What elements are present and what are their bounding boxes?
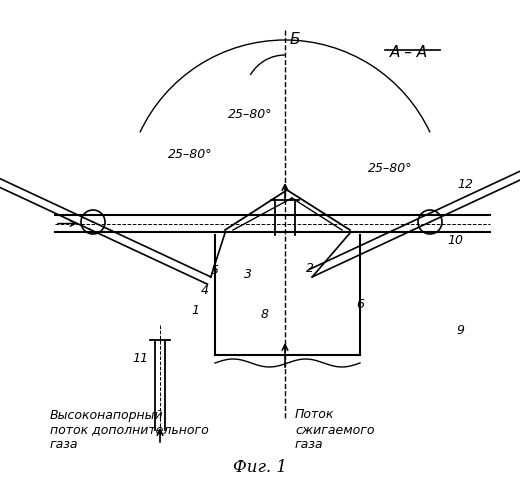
Text: 6: 6 (356, 298, 364, 312)
Text: Фиг. 1: Фиг. 1 (233, 460, 287, 476)
Text: 1: 1 (191, 304, 199, 316)
Text: 25–80°: 25–80° (228, 108, 272, 122)
Text: Высоконапорный: Высоконапорный (50, 408, 164, 422)
Text: 4: 4 (201, 284, 209, 296)
Text: 10: 10 (447, 234, 463, 246)
Text: 11: 11 (132, 352, 148, 364)
Text: поток дополнительного: поток дополнительного (50, 424, 209, 436)
Text: газа: газа (295, 438, 323, 452)
Text: 3: 3 (244, 268, 252, 281)
Text: 9: 9 (456, 324, 464, 336)
Text: 25–80°: 25–80° (368, 162, 412, 174)
Text: 5: 5 (211, 264, 219, 276)
Text: 25–80°: 25–80° (168, 148, 212, 162)
Text: сжигаемого: сжигаемого (295, 424, 374, 436)
Text: газа: газа (50, 438, 79, 452)
Text: 8: 8 (261, 308, 269, 322)
Text: 12: 12 (457, 178, 473, 192)
Text: Б: Б (290, 32, 301, 47)
Text: 2: 2 (306, 262, 314, 274)
Text: Поток: Поток (295, 408, 334, 422)
Text: А – А: А – А (390, 45, 428, 60)
